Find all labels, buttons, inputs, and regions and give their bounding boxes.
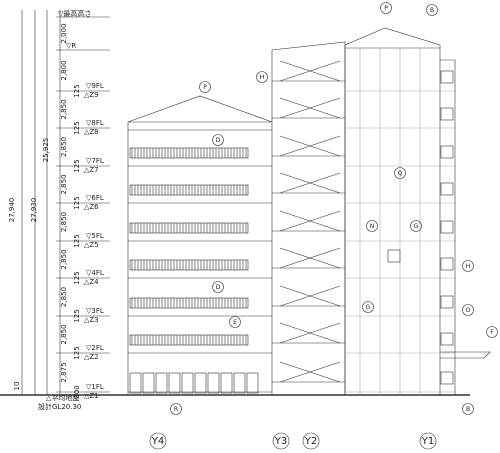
callout-label: P: [384, 5, 388, 12]
grid-axis-label: Y1: [421, 436, 434, 447]
callout-label: D: [216, 137, 221, 144]
tall-block: [345, 28, 440, 395]
slab-offset: 125: [73, 346, 81, 359]
story-dim: 2,850: [60, 212, 68, 232]
floor-level: ▽7FL: [86, 157, 104, 165]
callout-label: Q: [398, 170, 403, 177]
total-dim: 27,940: [8, 198, 16, 223]
story-dim: 2,850: [60, 287, 68, 307]
slab-mark: △Z8: [84, 128, 99, 136]
slab-offset: 125: [73, 271, 81, 284]
callout-label: G: [366, 304, 371, 311]
slab-mark: △Z4: [84, 278, 99, 286]
grid-axis-label: Y4: [151, 436, 164, 447]
floor-level: ▽8FL: [86, 119, 104, 127]
callout-label: P: [203, 84, 207, 91]
floor-level: ▽1FL: [86, 383, 104, 391]
slab-mark: △Z9: [84, 91, 99, 99]
side-rail: [441, 372, 453, 384]
slab-offset: 125: [73, 84, 81, 97]
shop-panel: [247, 373, 258, 393]
story-dim: 2,800: [60, 60, 68, 80]
callout-label: R: [174, 406, 178, 413]
slab-offset: 125: [73, 309, 81, 322]
callout-label: N: [370, 223, 375, 230]
low-block: [128, 96, 272, 395]
design-gl: 設計GL20.30: [38, 402, 81, 411]
callout-label: E: [233, 319, 237, 326]
level-label: ▽最高高さ: [58, 9, 91, 18]
side-rail: [441, 296, 453, 308]
grid-axis-label: Y2: [304, 436, 317, 447]
floor-level: ▽6FL: [86, 194, 104, 202]
callout-label: H: [466, 263, 471, 270]
story-dim: 2,850: [60, 137, 68, 157]
floor-level: ▽4FL: [86, 269, 104, 277]
floor-level: ▽9FL: [86, 82, 104, 90]
side-rail: [441, 221, 453, 233]
shop-panel: [143, 373, 154, 393]
grid-axis-label: Y3: [274, 436, 287, 447]
floor-level: ▽5FL: [86, 232, 104, 240]
callout-label: G: [414, 223, 419, 230]
slab-offset: 125: [73, 234, 81, 247]
shop-panel: [234, 373, 245, 393]
callout-label: O: [466, 307, 471, 314]
slab-mark: △Z2: [84, 353, 99, 361]
side-rail: [441, 108, 453, 120]
total-dim: 27,930: [30, 198, 38, 223]
shop-panel: [221, 373, 232, 393]
story-dim: 2,850: [60, 174, 68, 194]
slab-mark: △Z3: [84, 316, 99, 324]
slab-mark: △Z5: [84, 241, 99, 249]
story-dim: 2,875: [60, 362, 68, 382]
side-rail: [441, 258, 453, 270]
side-rail: [441, 146, 453, 158]
story-dim: 2,000: [60, 23, 68, 43]
slab-mark: △Z6: [84, 203, 99, 211]
shop-panel: [130, 373, 141, 393]
story-dim: 2,850: [60, 99, 68, 119]
side-rail: [441, 183, 453, 195]
slab-offset: 125: [73, 159, 81, 172]
shop-panel: [195, 373, 206, 393]
callout-label: F: [490, 329, 494, 336]
elevation-drawing: △平均地盤 設計GL20.30 ▽最高高さ▽R2,0002,8002,8502,…: [0, 0, 500, 453]
shop-panel: [182, 373, 193, 393]
total-dim: 25,925: [42, 138, 50, 163]
slab-mark: △Z1: [84, 392, 99, 400]
story-dim: 2,850: [60, 249, 68, 269]
shop-panel: [156, 373, 167, 393]
slab-offset: 300: [73, 385, 81, 398]
floor-level: ▽2FL: [86, 344, 104, 352]
ground-offset: 10: [13, 382, 21, 391]
slab-mark: △Z7: [84, 166, 99, 174]
callout-label: D: [216, 284, 221, 291]
shop-panel: [208, 373, 219, 393]
shop-panel: [169, 373, 180, 393]
slab-offset: 125: [73, 196, 81, 209]
side-rail: [441, 333, 453, 345]
floor-level: ▽3FL: [86, 307, 104, 315]
window: [388, 250, 400, 262]
callout-label: H: [260, 74, 265, 81]
slab-offset: 125: [73, 121, 81, 134]
side-rail: [441, 71, 453, 83]
story-dim: 2,850: [60, 324, 68, 344]
callout-label: B: [466, 406, 470, 413]
callout-label: B: [430, 7, 434, 14]
